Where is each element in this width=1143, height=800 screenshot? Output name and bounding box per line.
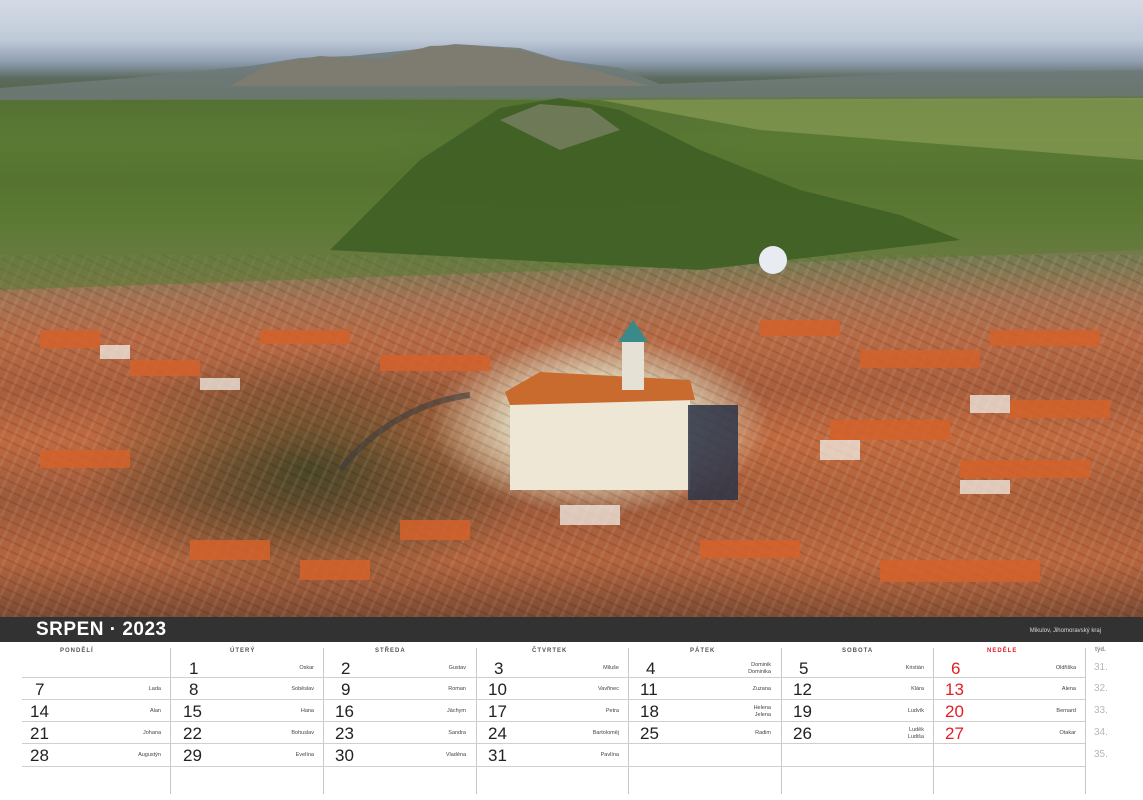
nameday: Vavřinec xyxy=(598,686,619,692)
day-number-sunday: 27 xyxy=(945,724,964,743)
row-divider xyxy=(22,743,1085,744)
nameday: Alan xyxy=(149,708,161,714)
nameday: Ludvík xyxy=(907,708,924,714)
landscape-photo xyxy=(0,0,1143,617)
weekday-monday: pondělí xyxy=(60,648,94,654)
nameday: Oldřiška xyxy=(1055,665,1076,671)
photo-caption: Mikulov, Jihomoravský kraj xyxy=(1029,628,1101,634)
day-number: 15 xyxy=(183,702,202,721)
nameday: Zuzana xyxy=(752,686,771,692)
day-number: 4 xyxy=(646,659,656,678)
weekday-friday: pátek xyxy=(690,648,716,654)
nameday: Evelína xyxy=(295,752,314,758)
nameday: Soběslav xyxy=(291,686,314,692)
day-number: 31 xyxy=(488,746,507,765)
row-divider xyxy=(22,699,1085,700)
nameday: Johana xyxy=(142,730,161,736)
nameday: Bohuslav xyxy=(291,730,314,736)
nameday: Roman xyxy=(448,686,466,692)
day-number: 21 xyxy=(30,724,49,743)
day-number: 23 xyxy=(335,724,354,743)
day-number: 26 xyxy=(793,724,812,743)
nameday: Hana xyxy=(300,708,314,714)
weekday-sunday: neděle xyxy=(987,648,1018,654)
nameday: Sandra xyxy=(448,730,466,736)
nameday: Vladěna xyxy=(445,752,466,758)
day-number: 14 xyxy=(30,702,49,721)
nameday: Miluše xyxy=(603,665,619,671)
day-number: 8 xyxy=(189,680,199,699)
nameday: Gustav xyxy=(448,665,466,671)
nameday: Otakar xyxy=(1059,730,1076,736)
nameday: Bartoloměj xyxy=(592,730,619,736)
nameday: Oskar xyxy=(299,665,314,671)
day-number: 16 xyxy=(335,702,354,721)
weekday-wednesday: středa xyxy=(375,648,406,654)
day-number: 10 xyxy=(488,680,507,699)
year: 2023 xyxy=(122,619,167,640)
row-divider xyxy=(22,766,1085,767)
day-number: 30 xyxy=(335,746,354,765)
title-band xyxy=(0,617,1143,642)
landscape-illustration xyxy=(0,44,1143,582)
day-number: 1 xyxy=(189,659,199,678)
day-number: 29 xyxy=(183,746,202,765)
day-number-sunday: 6 xyxy=(951,659,961,678)
nameday: Pavlína xyxy=(600,752,619,758)
week-number-header: týd. xyxy=(1095,647,1106,653)
nameday: Helena Jelena xyxy=(753,705,771,718)
nameday: Petra xyxy=(605,708,619,714)
day-number: 19 xyxy=(793,702,812,721)
nameday: Kristián xyxy=(905,665,924,671)
day-number: 18 xyxy=(640,702,659,721)
row-divider xyxy=(22,677,1085,678)
nameday: Luděk Ludiša xyxy=(907,727,924,740)
day-number: 2 xyxy=(341,659,351,678)
nameday: Lada xyxy=(148,686,161,692)
week-number: 35. xyxy=(1094,749,1108,760)
day-number-sunday: 20 xyxy=(945,702,964,721)
month-name: SRPEN xyxy=(36,619,104,640)
day-number: 25 xyxy=(640,724,659,743)
nameday: Klára xyxy=(911,686,924,692)
day-number: 24 xyxy=(488,724,507,743)
column-divider xyxy=(1085,648,1086,794)
day-number: 22 xyxy=(183,724,202,743)
day-number: 3 xyxy=(494,659,504,678)
month-title: SRPEN · 2023 xyxy=(36,620,167,640)
day-number: 28 xyxy=(30,746,49,765)
day-number: 9 xyxy=(341,680,351,699)
week-number: 33. xyxy=(1094,705,1108,716)
weekday-thursday: čtvrtek xyxy=(532,648,568,654)
day-number: 5 xyxy=(799,659,809,678)
day-number: 11 xyxy=(640,680,658,699)
day-number: 17 xyxy=(488,702,507,721)
nameday: Augustýn xyxy=(138,752,161,758)
week-number: 34. xyxy=(1094,727,1108,738)
title-separator: · xyxy=(109,619,117,640)
calendar-grid: pondělí úterý středa čtvrtek pátek sobot… xyxy=(0,642,1143,800)
nameday: Alena xyxy=(1061,686,1076,692)
weekday-saturday: sobota xyxy=(842,648,874,654)
nameday: Radim xyxy=(755,730,771,736)
nameday: Bernard xyxy=(1056,708,1076,714)
day-number: 12 xyxy=(793,680,812,699)
day-number: 7 xyxy=(35,680,45,699)
day-number-sunday: 13 xyxy=(945,680,964,699)
week-number: 31. xyxy=(1094,662,1108,673)
weekday-tuesday: úterý xyxy=(230,648,256,654)
week-number: 32. xyxy=(1094,683,1108,694)
row-divider xyxy=(22,721,1085,722)
nameday: Dominik Dominika xyxy=(748,662,771,675)
nameday: Jáchym xyxy=(447,708,466,714)
